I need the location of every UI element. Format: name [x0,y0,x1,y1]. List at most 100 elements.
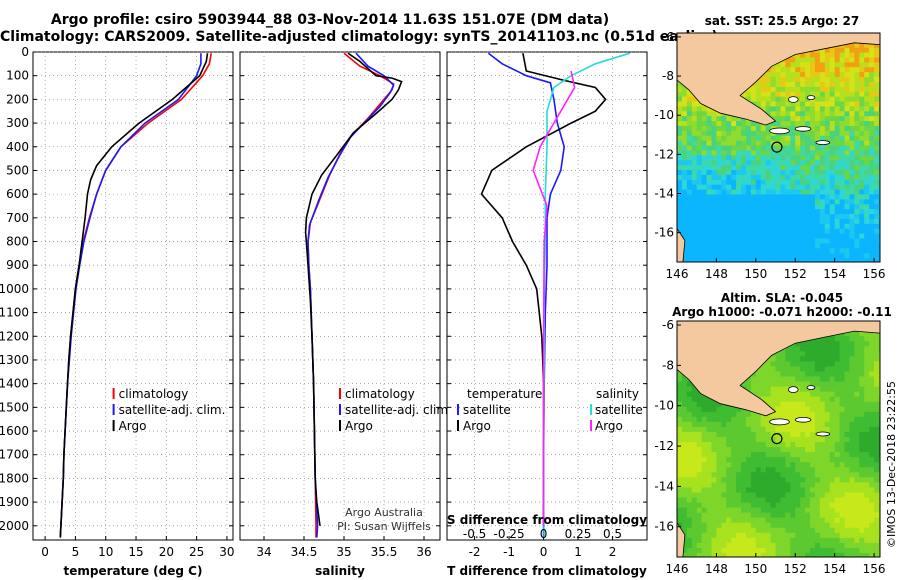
sla-cell [770,502,777,509]
sla-cell [770,532,777,539]
sst-cell [854,238,860,244]
sst-cell [859,77,865,83]
sla-cell [691,406,698,413]
sst-cell [745,121,752,127]
sst-cell [824,238,831,244]
sst-cell [839,52,846,59]
sla-cell [859,492,865,499]
sla-cell [741,381,747,388]
sst-cell [849,194,855,200]
sst-cell [691,209,698,215]
sst-cell [869,218,875,225]
sla-cell [696,442,703,448]
sla-cell [874,356,880,362]
sla-cell [824,366,831,373]
sla-cell [810,421,816,428]
sla-island [769,418,790,426]
sst-cell [859,233,865,240]
sla-cell [795,457,801,463]
sst-cell [677,145,683,152]
sst-cell [819,62,826,68]
sla-cell [716,452,722,458]
sla-map-xtick-label: 152 [784,562,807,576]
sla-cell [829,351,836,357]
sla-cell [874,341,880,347]
sst-cell [810,72,816,78]
sla-cell [755,542,762,549]
sla-cell [839,542,846,549]
sst-cell [839,194,846,200]
sla-cell [805,391,811,398]
sst-cell [750,189,757,196]
sla-land [677,321,880,417]
sst-cell [770,248,777,254]
sst-cell [686,209,693,215]
sst-cell [810,125,816,132]
sla-cell [770,371,777,378]
sla-cell [869,426,875,433]
sst-cell [874,204,880,210]
sst-cell [854,189,860,196]
sla-cell [824,341,831,347]
sla-cell [829,431,836,438]
difference-xtick-label: -1 [503,545,515,559]
sst-cell [859,150,865,156]
sla-cell [844,522,851,529]
sst-cell [859,253,865,259]
sst-cell [706,111,713,117]
sla-cell [750,482,757,489]
sla-cell [696,512,703,519]
sst-cell [849,72,855,78]
sla-cell [706,462,713,468]
sst-cell [726,258,732,262]
sla-cell [736,552,742,557]
sla-cell [691,386,698,393]
sst-cell [805,170,811,176]
sst-cell [765,228,772,235]
sla-cell [775,552,782,557]
sla-cell [854,336,860,342]
sla-cell [681,431,688,438]
sst-cell [824,47,831,54]
sla-cell [849,552,855,557]
sst-cell [691,258,698,262]
sst-map-frame [676,32,881,263]
sla-cell [805,381,811,388]
sst-cell [810,86,816,93]
sst-cell [864,111,870,117]
sst-cell [790,184,796,191]
sst-cell [800,243,806,249]
sla-cell [829,376,836,383]
sst-cell [824,125,831,132]
sst-cell [775,111,782,117]
sla-cell [790,421,796,428]
sst-cell [849,243,855,249]
sla-cell [780,512,786,519]
sla-cell [824,482,831,489]
sst-cell [829,223,836,230]
sla-cell [760,507,767,514]
sla-cell [785,487,791,494]
sst-cell [795,179,801,186]
sst-cell [706,145,713,152]
sst-cell [805,155,811,161]
sla-cell [810,497,816,504]
sla-cell [819,547,826,554]
sla-cell [874,396,880,403]
sla-cell [790,356,796,362]
sla-cell [795,411,801,418]
sla-cell [681,396,688,403]
sst-cell [785,233,791,240]
sst-cell [711,258,718,262]
sla-cell [691,467,698,473]
sst-cell [750,258,757,262]
sla-cell [869,447,875,453]
sst-cell [819,253,826,259]
sst-cell [834,116,841,122]
sla-cell [874,336,880,342]
sla-cell [829,547,836,554]
sla-cell [864,517,870,524]
sla-cell [711,522,718,529]
sla-cell [755,381,762,388]
sst-cell [731,189,737,196]
